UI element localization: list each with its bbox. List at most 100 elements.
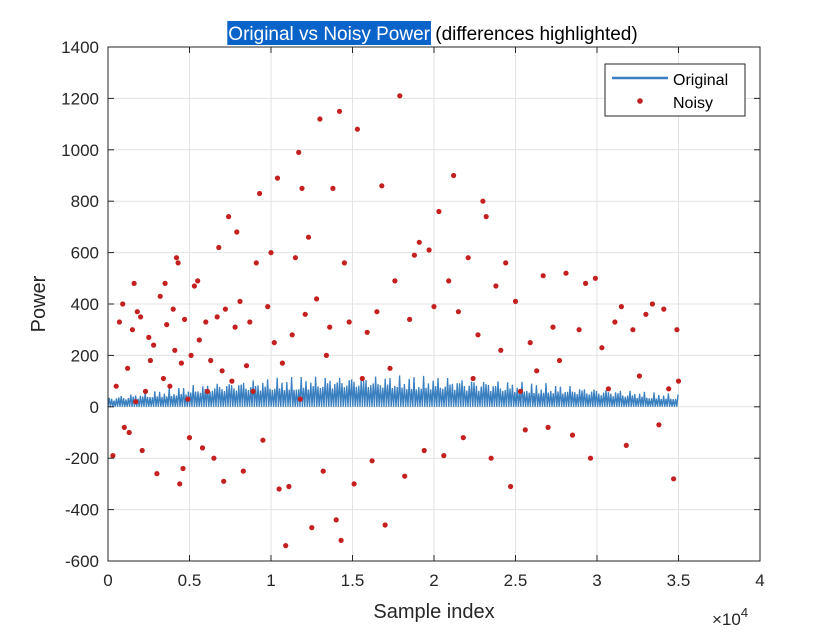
noisy-point	[216, 244, 222, 251]
noisy-point	[455, 309, 461, 315]
noisy-point	[451, 172, 457, 179]
noisy-point	[618, 304, 625, 310]
noisy-point	[260, 437, 266, 443]
noisy-point	[309, 525, 315, 531]
noisy-point	[237, 298, 243, 304]
x-tick-label: 2	[429, 571, 438, 590]
noisy-point	[460, 435, 466, 441]
noisy-point	[317, 116, 323, 122]
noisy-point	[397, 93, 403, 99]
grid	[107, 46, 761, 562]
legend: Original Noisy	[604, 63, 746, 117]
noisy-point	[656, 422, 662, 428]
noisy-point	[512, 298, 519, 304]
y-tick-label: 800	[71, 192, 99, 211]
noisy-point	[338, 537, 344, 544]
noisy-point	[411, 252, 417, 258]
y-tick-label: 1400	[61, 38, 99, 57]
y-tick-label: -600	[65, 552, 99, 571]
legend-original-label: Original	[673, 72, 728, 89]
noisy-point	[493, 283, 499, 289]
noisy-point	[436, 208, 442, 215]
noisy-point	[196, 337, 202, 343]
noisy-point	[167, 383, 173, 389]
noisy-point	[113, 383, 119, 389]
noisy-point	[185, 396, 191, 402]
noisy-point	[465, 255, 471, 261]
noisy-point	[545, 424, 551, 430]
noisy-point	[134, 309, 140, 315]
y-tick-label: 400	[71, 295, 99, 314]
noisy-point	[369, 458, 375, 464]
noisy-point	[151, 342, 157, 348]
noisy-point	[131, 280, 137, 286]
original-series	[107, 375, 679, 407]
noisy-point	[475, 332, 481, 338]
noisy-point	[297, 396, 303, 402]
noisy-point	[229, 378, 235, 384]
noisy-point	[364, 329, 370, 335]
noisy-point	[129, 327, 135, 333]
noisy-point	[320, 468, 326, 474]
noisy-point	[623, 442, 629, 448]
noisy-point	[125, 365, 131, 371]
noisy-point	[180, 465, 186, 472]
noisy-point	[243, 363, 250, 369]
x-axis-exponent-power: 4	[741, 605, 748, 620]
noisy-point	[133, 399, 139, 405]
noisy-point	[508, 483, 514, 490]
noisy-point	[569, 432, 576, 438]
legend-noisy-swatch	[637, 98, 643, 104]
noisy-point	[503, 260, 509, 266]
noisy-point	[121, 424, 127, 430]
noisy-point	[232, 324, 238, 330]
noisy-point	[416, 239, 422, 245]
y-tick-label: 200	[71, 346, 99, 365]
noisy-point	[240, 468, 246, 474]
noisy-point	[605, 386, 612, 392]
noisy-point	[173, 255, 180, 261]
x-tick-label: 0.5	[178, 571, 202, 590]
noisy-point	[327, 324, 333, 330]
noisy-point	[164, 322, 170, 328]
noisy-point	[354, 126, 360, 132]
noisy-point	[203, 319, 209, 325]
noisy-series	[110, 93, 682, 549]
y-tick-label: -400	[65, 501, 99, 520]
noisy-point	[182, 316, 188, 322]
chart-title-highlighted: Original vs Noisy Power	[228, 24, 430, 45]
noisy-point	[195, 278, 201, 284]
x-tick-label: 0	[103, 571, 112, 590]
x-tick-label: 1	[266, 571, 275, 590]
noisy-point	[172, 347, 178, 353]
noisy-point	[175, 260, 181, 266]
noisy-point	[154, 471, 160, 477]
noisy-point	[517, 388, 524, 394]
noisy-point	[178, 360, 184, 366]
noisy-point	[142, 388, 149, 394]
noisy-point	[346, 319, 352, 325]
noisy-point	[177, 481, 183, 487]
noisy-point	[157, 293, 163, 299]
noisy-point	[305, 234, 312, 240]
x-tick-label: 3	[592, 571, 601, 590]
noisy-point	[333, 517, 339, 523]
noisy-point	[126, 429, 132, 436]
noisy-point	[226, 214, 232, 220]
noisy-point	[146, 334, 152, 340]
original-series-line	[107, 375, 679, 407]
y-tick-label: 0	[90, 398, 99, 417]
noisy-point	[116, 319, 122, 325]
noisy-point	[211, 455, 217, 461]
noisy-point	[247, 319, 253, 325]
chart-title-rest: (differences highlighted)	[430, 24, 638, 45]
y-tick-labels: -600 -400 -200 0 200 400 600 800 1000 1200 1400	[61, 38, 99, 571]
y-tick-label: 1000	[61, 141, 99, 160]
noisy-point	[147, 357, 153, 364]
noisy-point	[392, 278, 398, 284]
noisy-point	[296, 149, 302, 155]
noisy-point	[139, 447, 145, 454]
noisy-point	[522, 427, 528, 433]
noisy-point	[204, 388, 210, 394]
